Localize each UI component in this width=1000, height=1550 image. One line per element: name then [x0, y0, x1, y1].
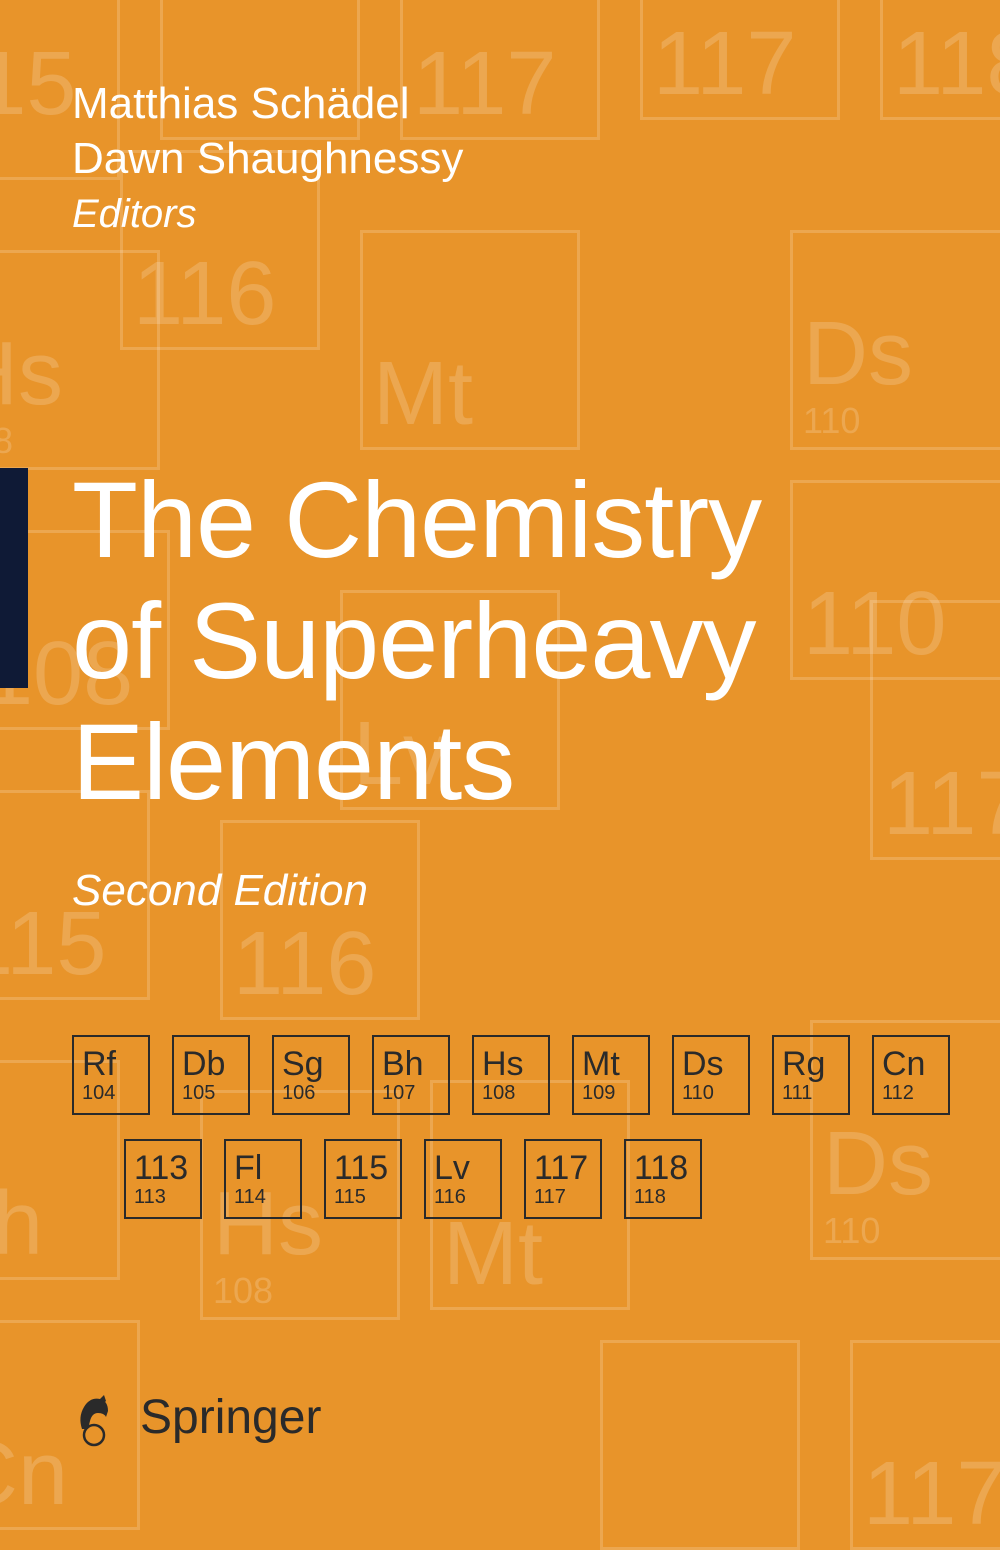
- element-symbol: Rf: [82, 1047, 116, 1081]
- element-tile: Mt109: [572, 1035, 650, 1115]
- element-number: 117: [534, 1187, 566, 1207]
- element-number: 112: [882, 1083, 914, 1103]
- element-number: 106: [282, 1083, 315, 1103]
- element-number: 114: [234, 1187, 266, 1207]
- publisher-block: Springer: [64, 1387, 321, 1447]
- element-tile: Rg111: [772, 1035, 850, 1115]
- authors-block: Matthias Schädel Dawn Shaughnessy Editor…: [72, 76, 463, 237]
- bg-tile: Mt: [360, 230, 580, 450]
- bg-tile: 117: [640, 0, 840, 120]
- element-tile: 115115: [324, 1139, 402, 1219]
- bg-tile: 117: [850, 1340, 1000, 1550]
- element-number: 105: [182, 1083, 215, 1103]
- element-symbol: 118: [634, 1151, 688, 1185]
- element-symbol: Db: [182, 1047, 225, 1081]
- element-number: 108: [482, 1083, 515, 1103]
- element-number: 113: [134, 1187, 166, 1207]
- element-tile: Cn112: [872, 1035, 950, 1115]
- elements-grid: Rf104 Db105 Sg106 Bh107 Hs108 Mt109 Ds110 Rg111…: [72, 1035, 950, 1243]
- element-tile: Sg106: [272, 1035, 350, 1115]
- element-symbol: 113: [134, 1151, 188, 1185]
- springer-horse-icon: [64, 1387, 124, 1447]
- bg-tile: Ds110: [790, 230, 1000, 450]
- element-symbol: Fl: [234, 1151, 262, 1185]
- bg-tile: 117: [870, 600, 1000, 860]
- book-title: The Chemistry of Superheavy Elements: [72, 460, 761, 823]
- element-number: 118: [634, 1187, 666, 1207]
- bg-tile: 118: [880, 0, 1000, 120]
- element-number: 104: [82, 1083, 115, 1103]
- editors-label: Editors: [72, 192, 463, 237]
- element-symbol: Hs: [482, 1047, 524, 1081]
- bg-tile: 116: [220, 820, 420, 1020]
- element-number: 115: [334, 1187, 366, 1207]
- element-tile: 118118: [624, 1139, 702, 1219]
- element-number: 109: [582, 1083, 615, 1103]
- edition-label: Second Edition: [72, 866, 368, 916]
- elements-row-1: Rf104 Db105 Sg106 Bh107 Hs108 Mt109 Ds110 Rg111…: [72, 1035, 950, 1115]
- element-tile: Lv116: [424, 1139, 502, 1219]
- element-symbol: Rg: [782, 1047, 825, 1081]
- title-line: of Superheavy: [72, 581, 761, 702]
- title-line: Elements: [72, 702, 761, 823]
- element-tile: Ds110: [672, 1035, 750, 1115]
- spine-mark: [0, 468, 28, 688]
- element-tile: 113113: [124, 1139, 202, 1219]
- element-tile: Hs108: [472, 1035, 550, 1115]
- element-tile: Rf104: [72, 1035, 150, 1115]
- author-name: Dawn Shaughnessy: [72, 131, 463, 186]
- element-number: 111: [782, 1083, 812, 1103]
- element-symbol: Bh: [382, 1047, 424, 1081]
- element-symbol: 117: [534, 1151, 588, 1185]
- element-number: 116: [434, 1187, 466, 1207]
- element-symbol: Lv: [434, 1151, 470, 1185]
- element-symbol: Ds: [682, 1047, 724, 1081]
- element-tile: Bh107: [372, 1035, 450, 1115]
- element-tile: Fl114: [224, 1139, 302, 1219]
- element-symbol: Cn: [882, 1047, 925, 1081]
- element-symbol: 115: [334, 1151, 388, 1185]
- element-symbol: Sg: [282, 1047, 324, 1081]
- elements-row-2: 113113 Fl114 115115 Lv116 117117 118118: [124, 1139, 950, 1219]
- element-number: 107: [382, 1083, 415, 1103]
- author-name: Matthias Schädel: [72, 76, 463, 131]
- title-line: The Chemistry: [72, 460, 761, 581]
- element-number: 110: [682, 1083, 714, 1103]
- element-tile: Db105: [172, 1035, 250, 1115]
- element-symbol: Mt: [582, 1047, 620, 1081]
- bg-tile: Hs108: [0, 250, 160, 470]
- publisher-name: Springer: [140, 1390, 321, 1445]
- element-tile: 117117: [524, 1139, 602, 1219]
- bg-tile: [600, 1340, 800, 1550]
